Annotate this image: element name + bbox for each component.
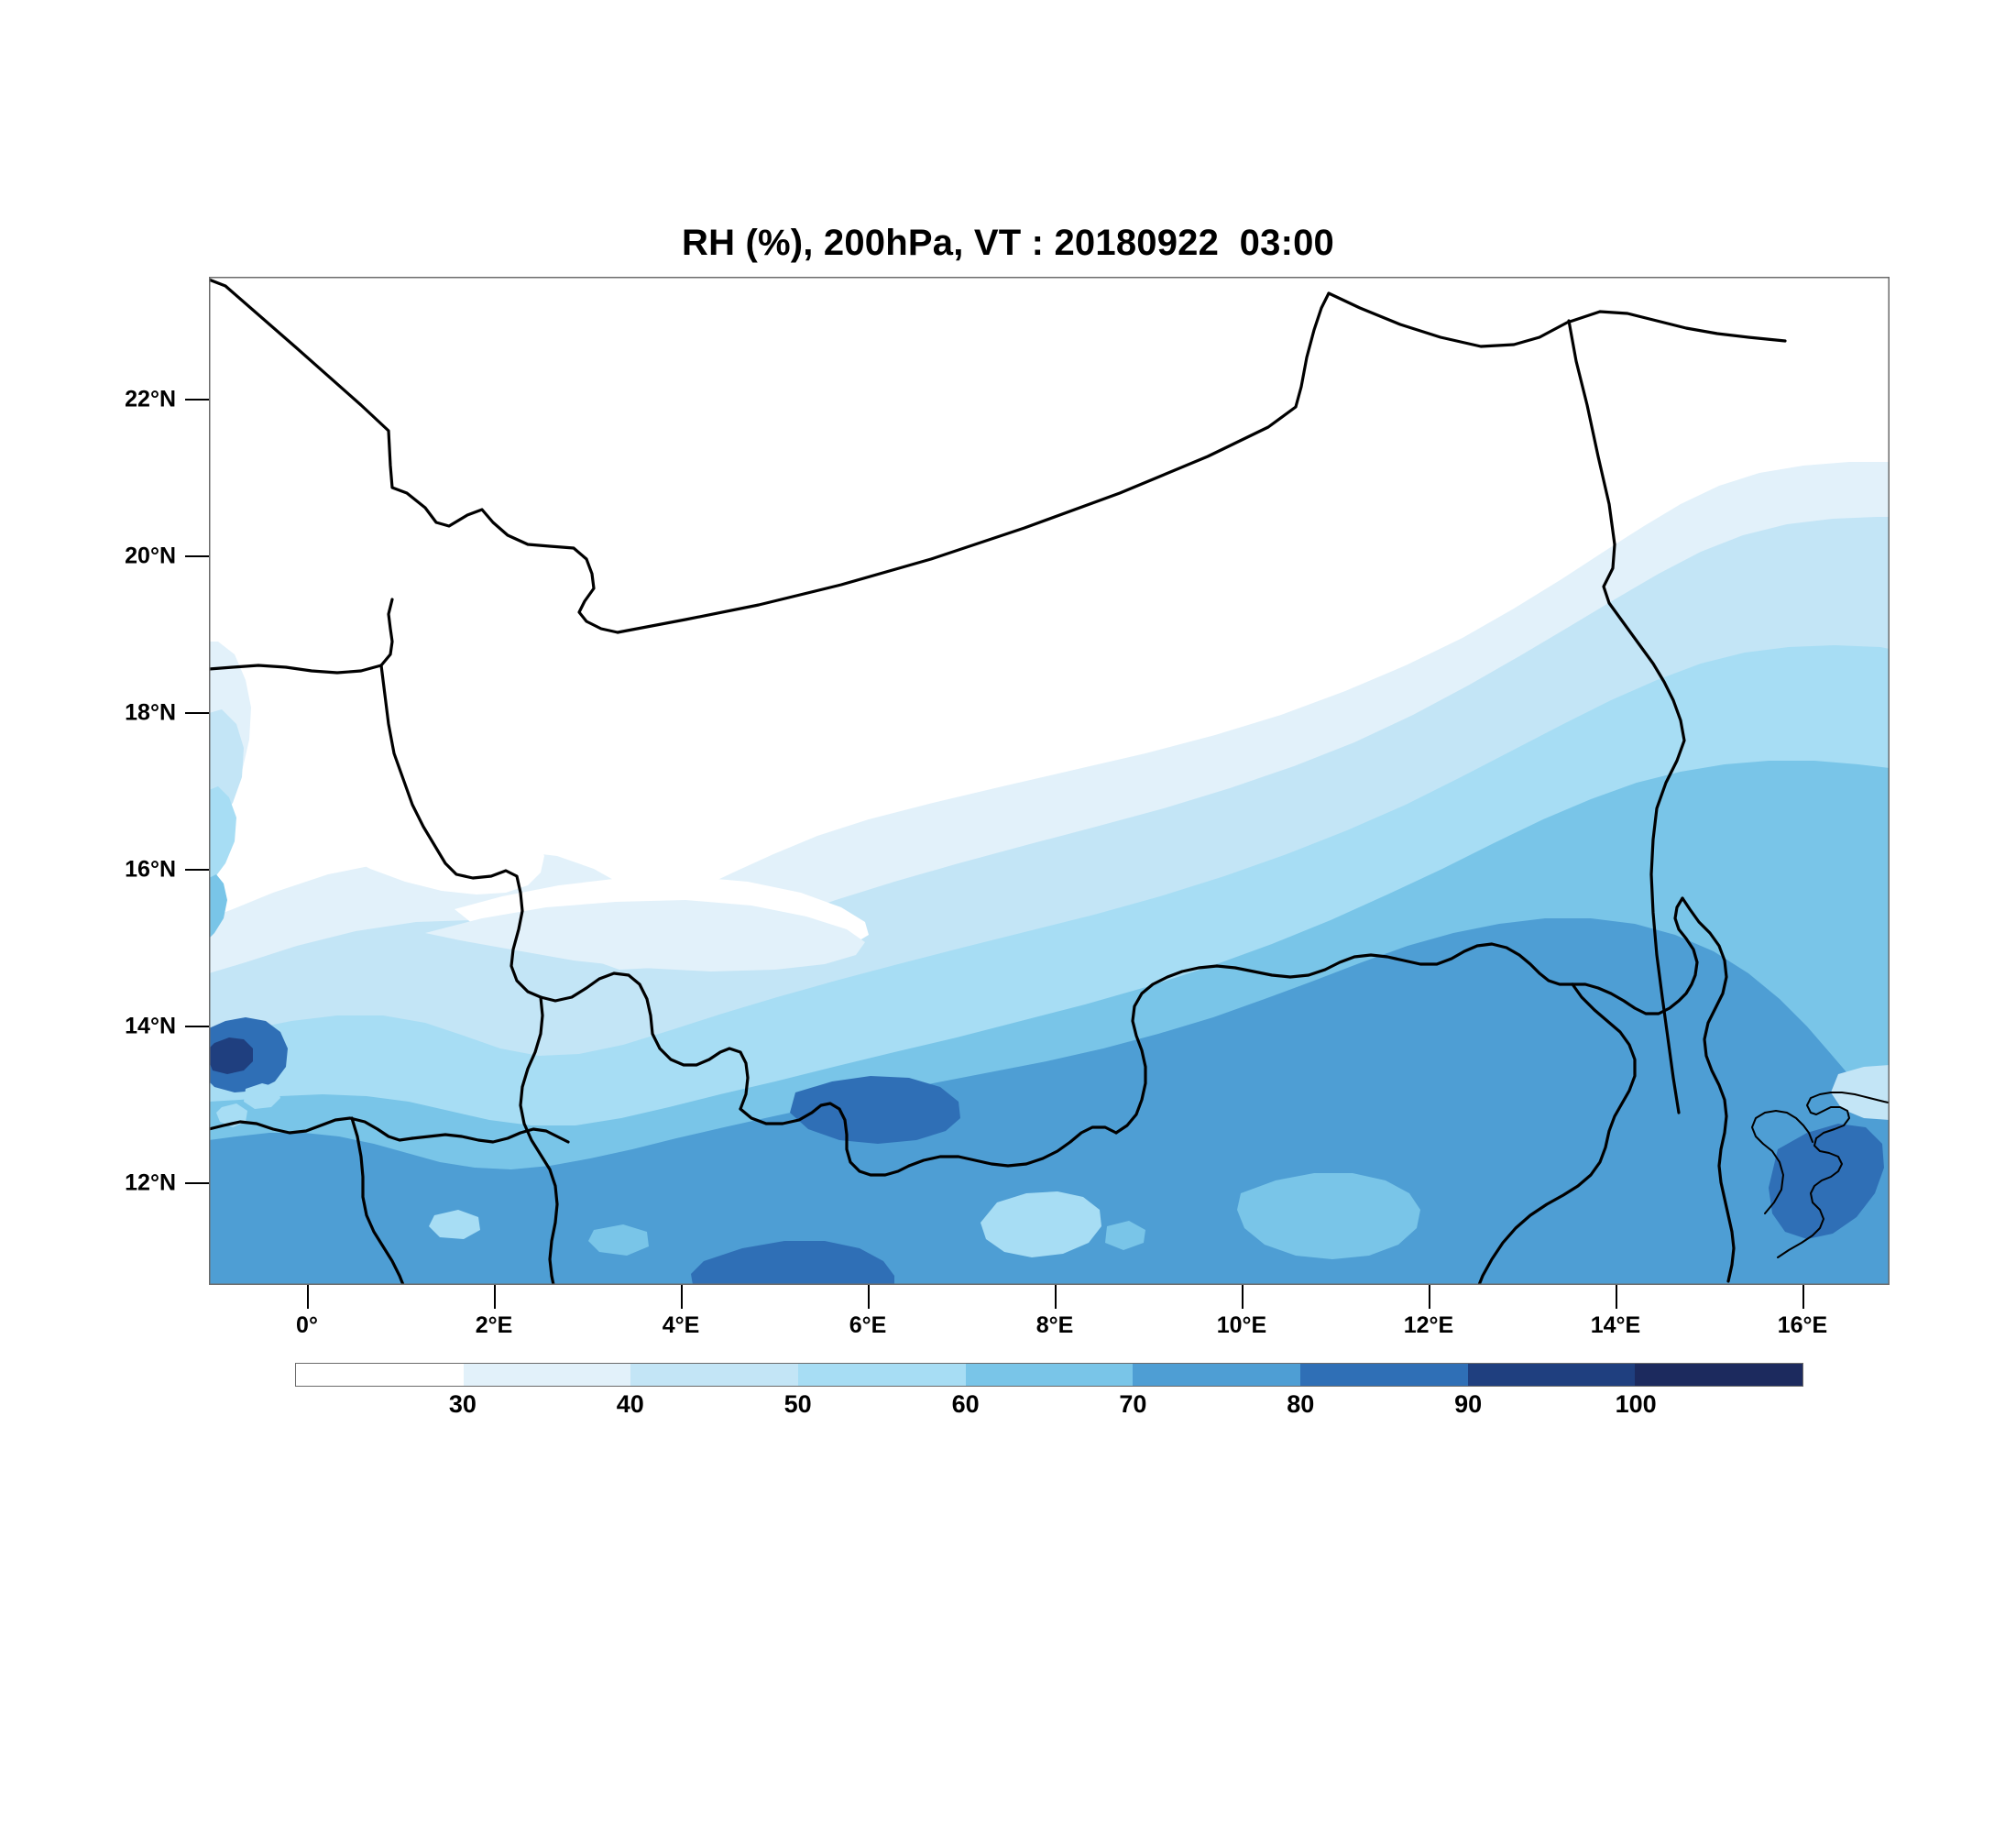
border-nigeria-niger-central [907,1125,1118,1168]
axis-label-lon-10: 10°E [1216,1312,1267,1338]
colorbar-label-30: 30 [448,1390,477,1418]
colorbar-segment-2 [630,1364,799,1386]
axis-label-lat-22: 22°N [125,386,176,412]
border-benin-nigeria [519,995,559,1285]
contour-pocket-light-central [1237,1173,1420,1259]
axis-label-lon-14: 14°E [1590,1312,1641,1338]
tick-lon-4 [681,1285,683,1309]
contour-speckle-a [244,1083,280,1109]
axis-label-lat-12: 12°N [125,1169,176,1196]
colorbar[interactable]: 30 40 50 60 70 80 90 100 [295,1363,1803,1418]
tick-lon-12 [1429,1285,1430,1309]
page-title: RH (%), 200hPa, VT : 20180922 03:00 [681,223,1334,263]
contour-band-70-80 [209,918,1890,1285]
axis-label-lat-16: 16°N [125,856,176,883]
contour-band-40-50-pocket [425,900,865,971]
border-nigeria-niger-west [739,1102,911,1177]
colorbar-segment-6 [1300,1364,1468,1386]
colorbar-segment-7 [1467,1364,1636,1386]
tick-lat-20 [185,555,209,557]
tick-lat-18 [185,712,209,714]
tick-lat-14 [185,1026,209,1027]
tick-lat-22 [185,399,209,401]
border-niger-chad-lake [1571,896,1699,1015]
border-niger-chad [1327,291,1787,348]
axis-label-lon-4: 4°E [662,1312,700,1338]
axis-label-lat-18: 18°N [125,699,176,726]
border-burkina-benin [209,1116,414,1142]
colorbar-segment-0 [296,1364,464,1386]
lake-chad-outline [1777,1092,1890,1258]
tick-lon-10 [1242,1285,1244,1309]
border-nigeria-niger-east [1114,942,1574,1135]
border-nigeria-cameroon [1681,896,1736,1283]
contour-band-90-100-max [209,1037,253,1074]
colorbar-label-50: 50 [783,1390,812,1418]
axis-label-lon-6: 6°E [849,1312,887,1338]
colorbar-segment-5 [1133,1364,1301,1386]
lake-chad-shore-detail [1751,1110,1813,1214]
tick-lon-6 [868,1285,870,1309]
tick-lon-0 [307,1285,309,1309]
contour-band-80-90-east [1769,1124,1884,1239]
colorbar-label-40: 40 [616,1390,644,1418]
colorbar-label-70: 70 [1119,1390,1147,1418]
colorbar-strip [295,1363,1803,1387]
colorbar-label-100: 100 [1615,1390,1657,1418]
border-togo-benin [350,1116,405,1285]
colorbar-segment-1 [463,1364,631,1386]
border-chad-libya-east [1567,319,1686,1114]
tick-lon-16 [1802,1285,1804,1309]
contour-band-80-90-mid [790,1076,960,1144]
axis-label-lon-2: 2°E [475,1312,513,1338]
colorbar-segment-4 [965,1364,1134,1386]
contour-pocket-light-west [981,1191,1101,1257]
colorbar-segment-3 [798,1364,966,1386]
border-benin-north [411,1127,570,1144]
border-nigeria-cameroon-west [1477,982,1637,1285]
colorbar-segment-8 [1635,1364,1803,1386]
border-niger-mali-south [209,598,394,675]
tick-lat-16 [185,869,209,871]
contour-band-80-90-south-central [691,1241,894,1285]
rh-contour-map [209,277,1890,1285]
border-mali-algeria [209,277,619,634]
contour-speckle-c [429,1210,480,1239]
tick-lon-8 [1055,1285,1057,1309]
tick-lat-12 [185,1182,209,1184]
contour-speckle-e [1105,1221,1145,1250]
axis-label-lat-14: 14°N [125,1013,176,1039]
axis-label-lon-8: 8°E [1035,1312,1074,1338]
contour-dry-tongue-northwest [269,759,544,895]
contour-fill-layer [209,277,1890,1285]
contour-pocket-light-chad [1831,1065,1890,1120]
colorbar-label-80: 80 [1287,1390,1315,1418]
colorbar-label-60: 60 [951,1390,980,1418]
axis-label-lat-20: 20°N [125,543,176,569]
country-border-layer [209,277,1890,1285]
tick-lon-2 [494,1285,496,1309]
tick-lon-14 [1616,1285,1617,1309]
axis-label-lon-16: 16°E [1777,1312,1828,1338]
contour-speckle-d [588,1224,649,1256]
map-plot-area[interactable] [209,277,1890,1285]
border-niger-algeria-libya [616,291,1331,634]
axis-label-lon-12: 12°E [1403,1312,1454,1338]
border-burkina-niger [379,664,542,999]
border-benin-niger [539,971,750,1111]
axis-label-lon-0: 0° [296,1312,318,1338]
colorbar-label-90: 90 [1454,1390,1483,1418]
